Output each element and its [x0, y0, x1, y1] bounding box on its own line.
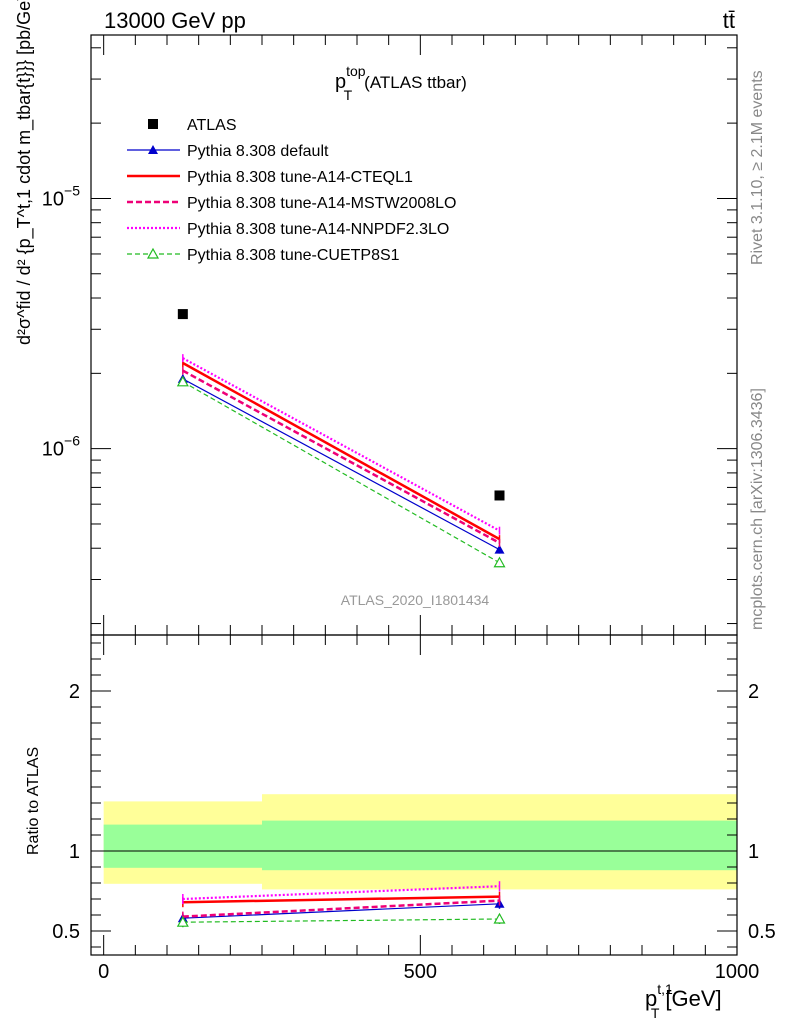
main-y-axis-label: d²σ^fid / d² {p_T^t,1 cdot m_tbar{t}}} […	[14, 0, 35, 345]
ratio-band-green-0	[103, 824, 263, 868]
ratio-line-pythia-8-308-default	[182, 903, 500, 919]
main-title: ptop T (ATLAS ttbar)	[335, 63, 467, 103]
main-point-atlas-1	[494, 490, 505, 501]
x-tick-label-2: 1000	[715, 961, 760, 983]
ratio-point-pythia-8-308-tune-cuetp8s1-0	[176, 915, 189, 927]
legend-marker-atlas	[148, 119, 158, 129]
main-line-pythia-8-308-tune-a14-cteql1	[182, 361, 501, 541]
legend-marker-pythia-8-308-tune-cuetp8s1	[146, 247, 160, 259]
ratio-ytick-label-right-1: 1	[748, 841, 759, 863]
main-point-pythia-8-308-default-1	[494, 544, 505, 554]
ratio-series-layer	[176, 881, 506, 928]
main-title-sup: top	[346, 63, 366, 79]
main-point-pythia-8-308-tune-cuetp8s1-1	[493, 556, 506, 568]
x-axis-label-unit: [GeV]	[665, 986, 721, 1011]
legend-label-pythia-8-308-tune-a14-cteql1: Pythia 8.308 tune-A14-CTEQL1	[187, 169, 413, 186]
ratio-frame	[90, 634, 738, 956]
main-line-pythia-8-308-default	[182, 378, 500, 551]
x-axis-label-sub: T	[651, 1005, 660, 1021]
ratio-line-pythia-8-308-tune-a14-nnpdf2-3lo	[182, 885, 500, 901]
mcplots-label: mcplots.cern.ch [arXiv:1306.3436]	[749, 388, 766, 630]
main-line-pythia-8-308-tune-cuetp8s1	[182, 381, 500, 564]
energy-label: 13000 GeV pp	[104, 8, 246, 33]
ratio-point-pythia-8-308-tune-cuetp8s1-1	[493, 912, 506, 924]
ratio-bands-layer	[91, 794, 737, 890]
ratio-line-pythia-8-308-tune-cuetp8s1	[182, 918, 500, 923]
legend-label-pythia-8-308-tune-a14-mstw2008lo: Pythia 8.308 tune-A14-MSTW2008LO	[187, 195, 456, 212]
legend-marker-pythia-8-308-default	[148, 145, 158, 154]
analysis-watermark: ATLAS_2020_I1801434	[341, 592, 490, 608]
legend: ATLAS Pythia 8.308 default Pythia 8.308 tu…	[127, 117, 456, 264]
process-label: tt̄	[723, 8, 735, 33]
ratio-ytick-label-left-0: 0.5	[52, 921, 80, 943]
ratio-y-axis-label: Ratio to ATLAS	[25, 747, 42, 855]
main-point-atlas-0	[177, 309, 188, 320]
legend-label-atlas: ATLAS	[187, 117, 237, 134]
main-line-pythia-8-308-tune-a14-nnpdf2-3lo	[182, 357, 501, 532]
legend-label-pythia-8-308-tune-cuetp8s1: Pythia 8.308 tune-CUETP8S1	[187, 247, 400, 264]
x-tick-label-1: 500	[404, 961, 437, 983]
legend-label-pythia-8-308-tune-a14-nnpdf2-3lo: Pythia 8.308 tune-A14-NNPDF2.3LO	[187, 221, 449, 238]
main-point-pythia-8-308-tune-cuetp8s1-0	[176, 375, 189, 387]
rivet-label: Rivet 3.1.10, ≥ 2.1M events	[749, 70, 766, 265]
main-title-suffix: (ATLAS ttbar)	[364, 73, 467, 92]
ratio-ytick-label-right-0: 0.5	[748, 921, 776, 943]
ratio-band-green-1	[262, 820, 737, 871]
main-title-p: p	[335, 71, 346, 93]
x-axis-label: pt,1 T [GeV]	[645, 981, 722, 1021]
axes-layer: 10−5 10−6 0 500 1000 0.5 0.5 1 1 2 2	[42, 34, 776, 983]
ratio-ytick-label-left-1: 1	[69, 841, 80, 863]
x-axis-label-sup: t,1	[657, 981, 673, 997]
legend-label-pythia-8-308-default: Pythia 8.308 default	[187, 143, 329, 160]
ratio-ytick-label-right-2: 2	[748, 681, 759, 703]
ratio-ytick-label-left-2: 2	[69, 681, 80, 703]
main-title-sub: T	[344, 87, 353, 103]
x-tick-label-0: 0	[98, 961, 109, 983]
main-series-layer	[176, 309, 506, 568]
x-axis-label-p: p	[645, 986, 657, 1011]
main-ytick-label-1: 10−6	[42, 433, 80, 461]
main-ytick-label-0: 10−5	[42, 182, 80, 210]
ratio-line-pythia-8-308-tune-a14-cteql1	[182, 895, 500, 904]
ratio-line-pythia-8-308-tune-a14-mstw2008lo	[182, 899, 500, 918]
main-line-pythia-8-308-tune-a14-mstw2008lo	[182, 369, 501, 545]
